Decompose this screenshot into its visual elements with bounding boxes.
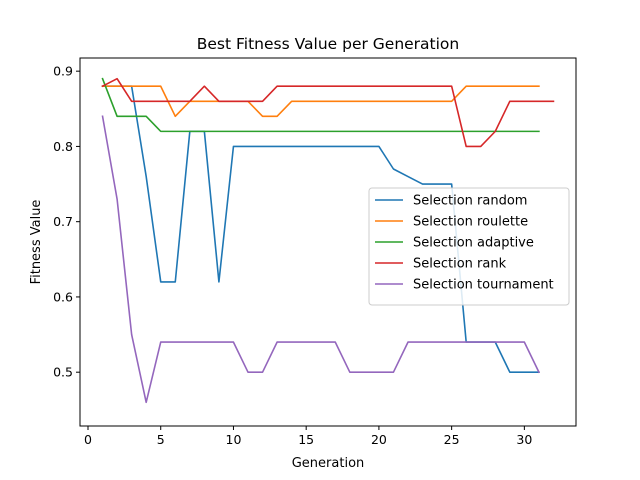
legend-label-selection-rank: Selection rank — [413, 257, 507, 272]
plot-frame — [79, 57, 577, 427]
x-tick-label: 30 — [516, 432, 532, 447]
y-tick-label: 0.6 — [53, 289, 73, 304]
y-tick-label: 0.8 — [53, 139, 73, 154]
series-line-selection-adaptive — [101, 77, 540, 133]
series-line-selection-rank — [101, 77, 555, 148]
x-axis: 0 5 10 15 20 25 30 — [84, 426, 532, 447]
x-tick-label: 20 — [371, 432, 387, 447]
legend-label-selection-adaptive: Selection adaptive — [413, 236, 534, 251]
x-tick-label: 10 — [226, 432, 242, 447]
chart-title: Best Fitness Value per Generation — [197, 35, 460, 53]
legend-label-selection-random: Selection random — [413, 194, 527, 209]
x-tick-label: 25 — [444, 432, 460, 447]
y-axis: 0.5 0.6 0.7 0.8 0.9 — [53, 64, 80, 380]
series-line-selection-roulette — [101, 85, 540, 118]
legend-label-selection-roulette: Selection roulette — [413, 215, 528, 230]
legend-box — [368, 187, 570, 306]
x-axis-label: Generation — [292, 456, 365, 471]
y-axis-label: Fitness Value — [29, 200, 44, 285]
x-tick-label: 0 — [84, 432, 92, 447]
series-line-selection-tournament — [101, 115, 540, 404]
series-layer — [101, 77, 555, 404]
x-tick-label: 5 — [157, 432, 165, 447]
y-tick-label: 0.9 — [53, 64, 73, 79]
y-tick-label: 0.7 — [53, 214, 73, 229]
legend: Selection random Selection roulette Select… — [368, 187, 570, 306]
x-tick-label: 15 — [298, 432, 314, 447]
legend-label-selection-tournament: Selection tournament — [413, 278, 554, 293]
y-tick-label: 0.5 — [53, 365, 73, 380]
